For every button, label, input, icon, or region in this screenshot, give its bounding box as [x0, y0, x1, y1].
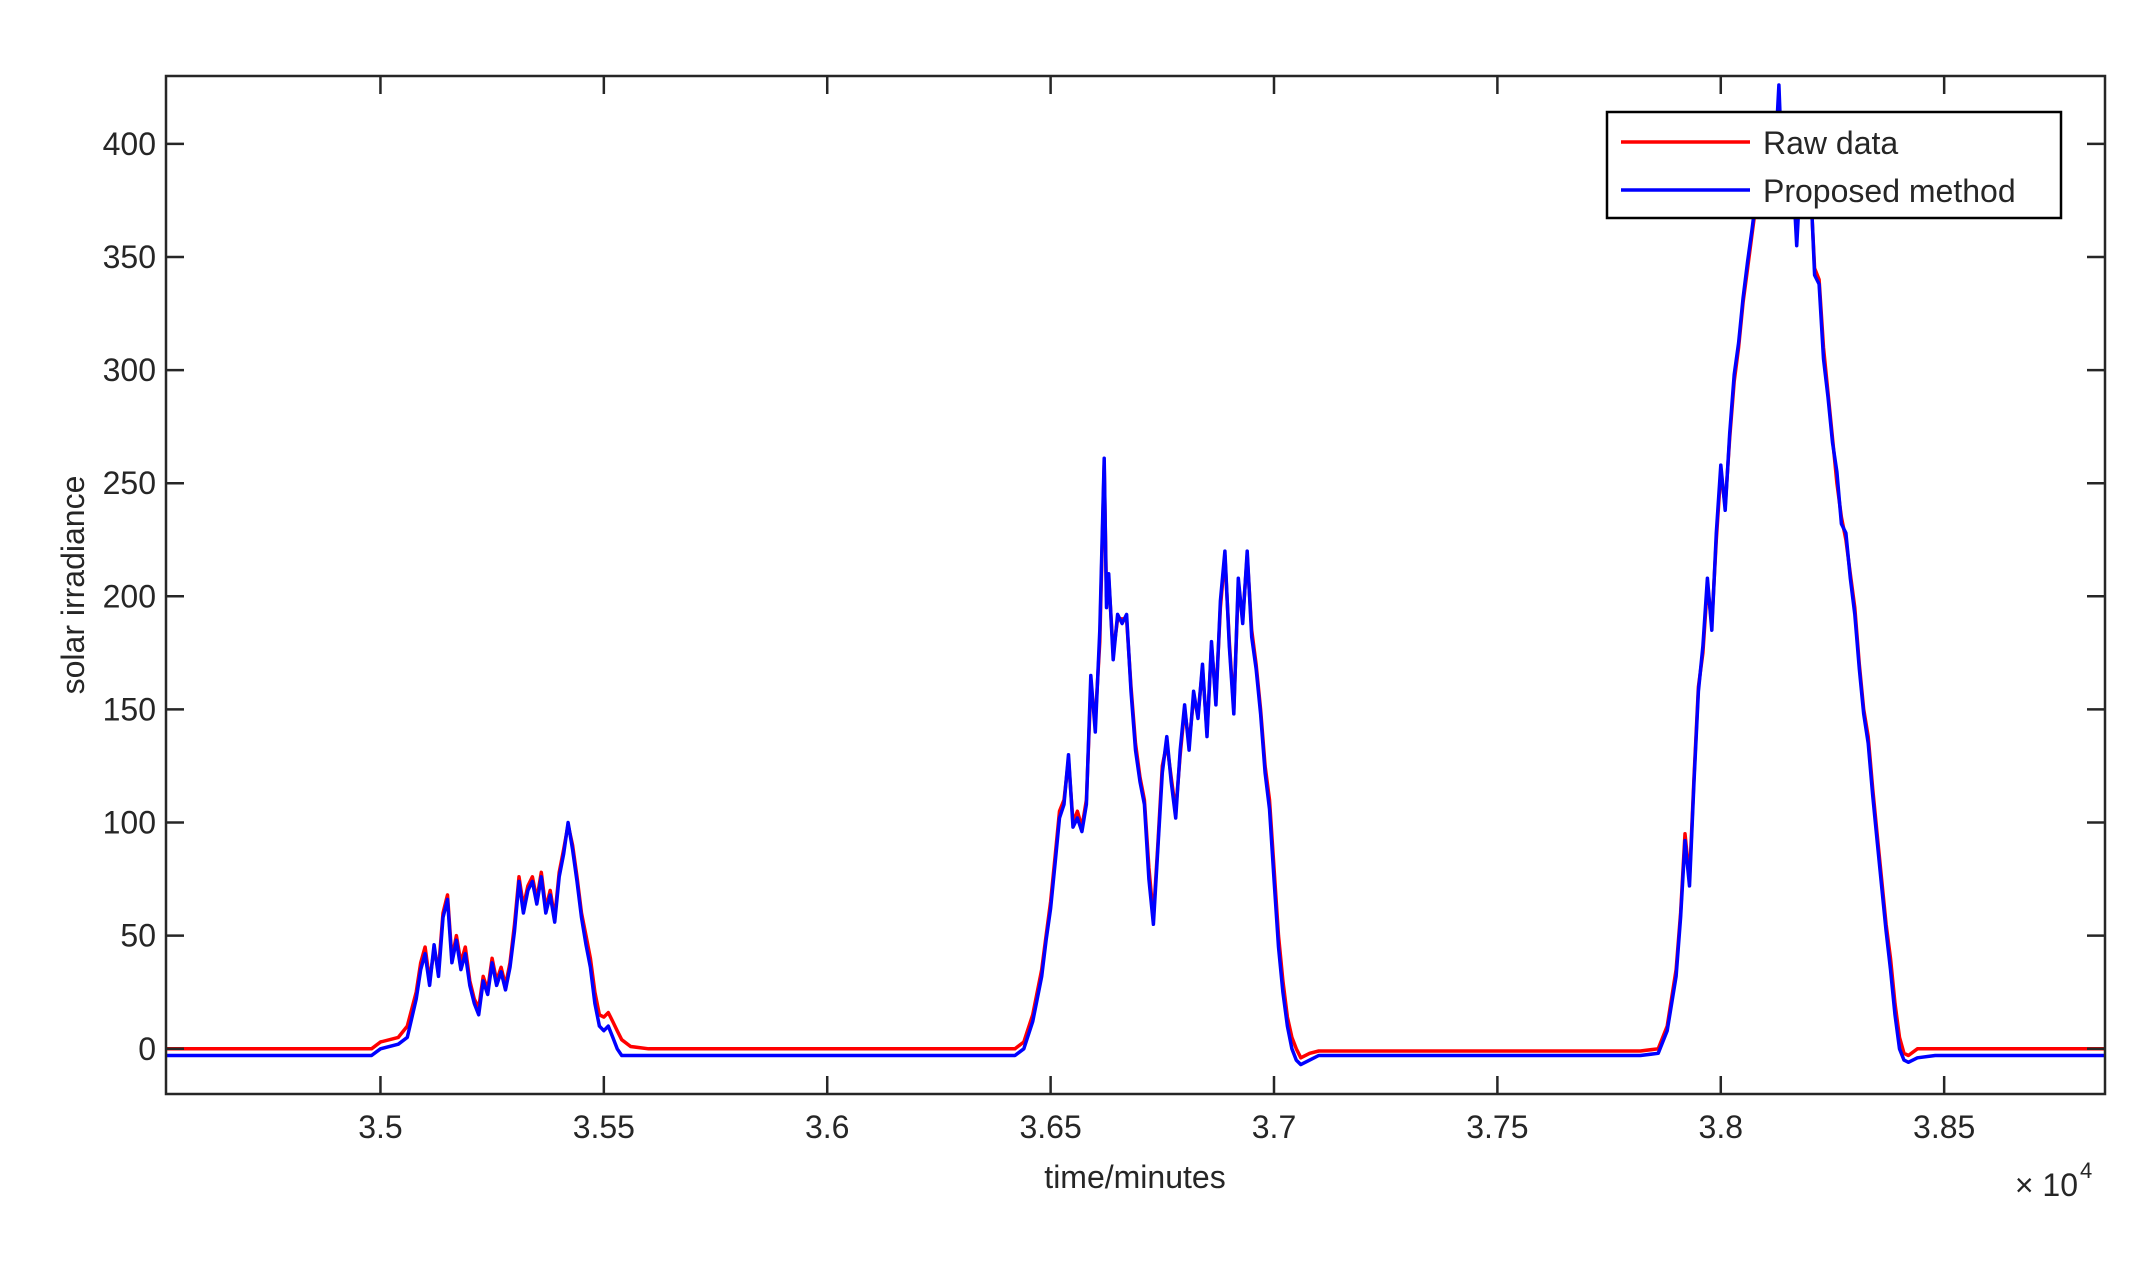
x-exponent-multiplier: × 10: [2015, 1167, 2078, 1203]
plot-area-background: [166, 76, 2105, 1094]
legend-label-raw-data: Raw data: [1763, 125, 1898, 161]
legend: Raw data Proposed method: [1605, 110, 2063, 220]
legend-label-proposed-method: Proposed method: [1763, 173, 2016, 209]
y-tick-label: 50: [120, 918, 156, 954]
x-exponent-power: 4: [2080, 1158, 2092, 1183]
x-tick-label: 3.5: [358, 1109, 402, 1145]
y-tick-label: 0: [138, 1031, 156, 1067]
x-tick-label: 3.55: [573, 1109, 635, 1145]
x-axis-label: time/minutes: [1044, 1159, 1225, 1195]
plot-area-border: [164, 74, 2107, 1096]
x-tick-label: 3.75: [1466, 1109, 1528, 1145]
y-tick-label: 150: [103, 691, 156, 727]
x-tick-label: 3.6: [805, 1109, 849, 1145]
x-tick-label: 3.65: [1019, 1109, 1081, 1145]
y-tick-label: 250: [103, 465, 156, 501]
y-tick-label: 300: [103, 352, 156, 388]
x-axis-ticks: 3.5 3.55 3.6 3.65 3.7 3.75 3.8 3.85: [358, 76, 1975, 1145]
y-axis-label: solar irradiance: [55, 476, 91, 695]
x-tick-label: 3.8: [1699, 1109, 1743, 1145]
legend-box: [1605, 110, 2063, 220]
y-tick-label: 400: [103, 126, 156, 162]
x-tick-label: 3.85: [1913, 1109, 1975, 1145]
y-tick-label: 200: [103, 578, 156, 614]
y-axis-ticks: 0 50 100 150 200 250 300 350 400: [103, 126, 2105, 1067]
y-tick-label: 350: [103, 239, 156, 275]
x-tick-label: 3.7: [1252, 1109, 1296, 1145]
y-tick-label: 100: [103, 805, 156, 841]
